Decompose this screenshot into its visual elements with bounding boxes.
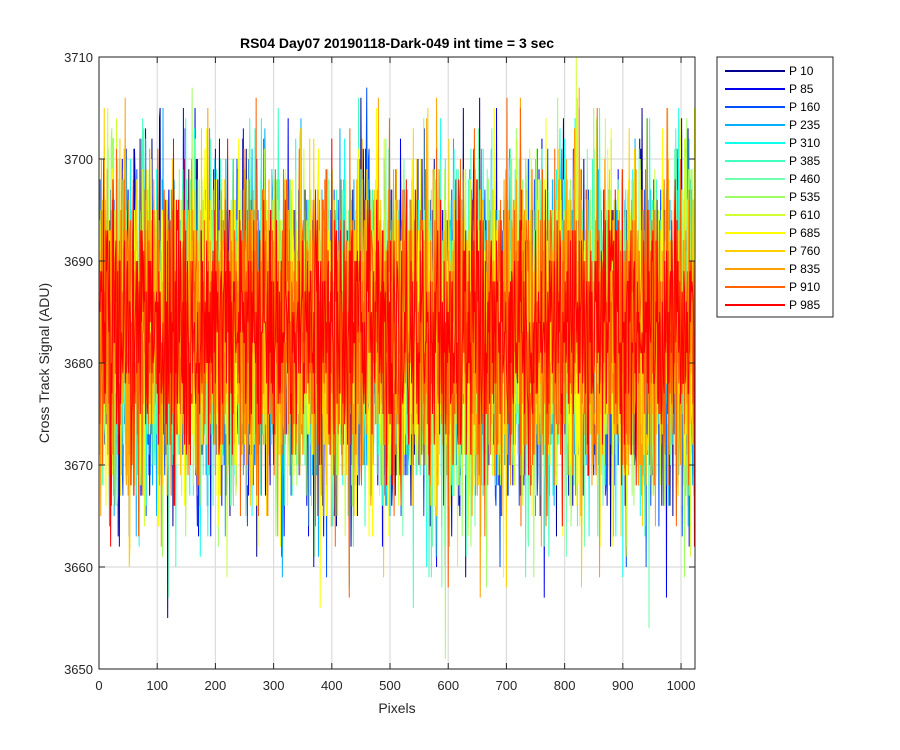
y-tick-label: 3650 <box>64 662 93 677</box>
legend-label-p10: P 10 <box>789 64 814 78</box>
series-line-p910 <box>99 97 695 598</box>
y-tick-label: 3710 <box>64 50 93 65</box>
legend-label-p685: P 685 <box>789 226 820 240</box>
legend-label-p760: P 760 <box>789 244 820 258</box>
x-tick-label: 200 <box>205 678 227 693</box>
legend-label-p160: P 160 <box>789 100 820 114</box>
legend-label-p460: P 460 <box>789 172 820 186</box>
y-tick-label: 3690 <box>64 254 93 269</box>
x-tick-label: 300 <box>263 678 285 693</box>
legend-label-p610: P 610 <box>789 208 820 222</box>
y-tick-label: 3670 <box>64 458 93 473</box>
y-axis-label: Cross Track Signal (ADU) <box>36 283 52 443</box>
legend-label-p85: P 85 <box>789 82 814 96</box>
x-axis-label: Pixels <box>378 700 415 716</box>
legend-label-p985: P 985 <box>789 298 820 312</box>
legend-label-p385: P 385 <box>789 154 820 168</box>
y-tick-label: 3680 <box>64 356 93 371</box>
x-tick-label: 900 <box>612 678 634 693</box>
y-tick-label: 3700 <box>64 152 93 167</box>
legend-label-p910: P 910 <box>789 280 820 294</box>
x-tick-label: 500 <box>379 678 401 693</box>
series-line-p985 <box>99 138 695 547</box>
x-tick-label: 700 <box>496 678 518 693</box>
series-lines <box>99 57 695 659</box>
legend-label-p310: P 310 <box>789 136 820 150</box>
chart-title: RS04 Day07 20190118-Dark-049 int time = … <box>240 35 554 51</box>
legend: P 10 P 85 P 160 P 235 P 310 P 385 P 460 P 535 P … <box>716 56 834 318</box>
axis-ticks: 0 100 200 300 400 500 600 700 800 900 1000 3650 3660… <box>64 50 695 693</box>
y-tick-label: 3660 <box>64 560 93 575</box>
x-tick-label: 100 <box>146 678 168 693</box>
legend-label-p835: P 835 <box>789 262 820 276</box>
x-tick-label: 0 <box>95 678 102 693</box>
x-tick-label: 600 <box>437 678 459 693</box>
legend-label-p535: P 535 <box>789 190 820 204</box>
legend-label-p235: P 235 <box>789 118 820 132</box>
plot-area <box>99 57 695 659</box>
x-tick-label: 400 <box>321 678 343 693</box>
x-tick-label: 1000 <box>667 678 696 693</box>
x-tick-label: 800 <box>554 678 576 693</box>
legend-box <box>716 56 834 318</box>
